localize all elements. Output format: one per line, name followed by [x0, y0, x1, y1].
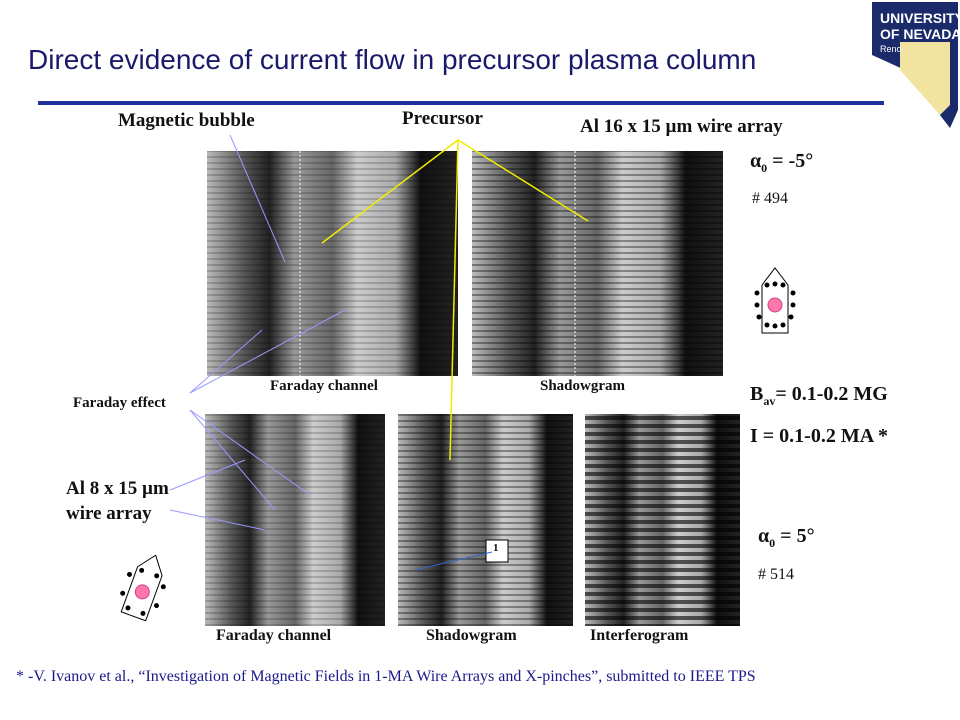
caption: Faraday channel [216, 627, 332, 644]
field: Bav= 0.1-0.2 MG [750, 383, 888, 408]
shot: # 494 [752, 190, 788, 207]
shot: # 514 [758, 566, 794, 583]
caption: Interferogram [590, 627, 689, 644]
angle: α0 = 5° [758, 525, 815, 550]
footnote: * -V. Ivanov et al., “Investigation of M… [16, 668, 756, 685]
precursor-arrows [321, 139, 589, 461]
array-diagram-bottom [120, 554, 166, 622]
logo-text: OF NEVADA [880, 26, 960, 42]
label: Al 8 x 15 µm [66, 478, 169, 499]
array-diagram-top [754, 267, 796, 334]
label: Precursor [402, 108, 483, 129]
caption: Shadowgram [426, 627, 517, 644]
caption: Shadowgram [540, 378, 626, 394]
logo-text: UNIVERSITY [880, 10, 960, 26]
logo-text: Reno [880, 44, 902, 54]
images [205, 151, 740, 626]
marker: 1 [493, 542, 499, 554]
label: Al 16 x 15 µm wire array [580, 116, 783, 137]
label: Faraday effect [73, 395, 166, 411]
logo [872, 2, 958, 128]
angle: α0 = -5° [750, 150, 814, 175]
pointer-arrows [169, 134, 493, 571]
label: wire array [66, 503, 152, 524]
label: Magnetic bubble [118, 110, 255, 131]
current: I = 0.1-0.2 MA * [750, 425, 889, 447]
title: Direct evidence of current flow in precu… [28, 44, 757, 75]
caption: Faraday channel [270, 378, 378, 394]
